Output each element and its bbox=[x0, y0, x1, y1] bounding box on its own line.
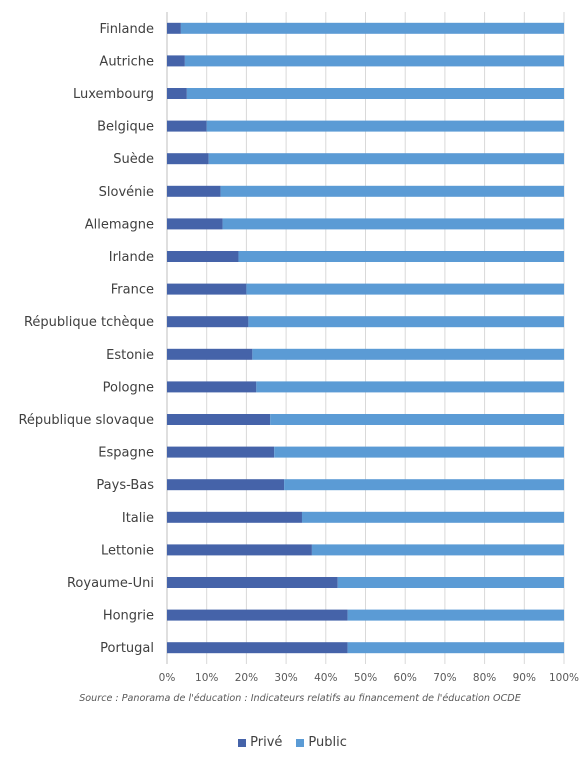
bar-segment-prive bbox=[167, 642, 348, 654]
legend-label-public: Public bbox=[308, 735, 347, 750]
category-label: Pays-Bas bbox=[96, 478, 154, 493]
legend: Privé Public bbox=[0, 735, 585, 750]
category-label: Espagne bbox=[98, 446, 154, 461]
bar-segment-prive bbox=[167, 316, 249, 328]
category-label: Estonie bbox=[106, 348, 154, 363]
legend-swatch-prive bbox=[238, 738, 247, 747]
category-label: Luxembourg bbox=[73, 87, 154, 102]
bar-segment-public bbox=[274, 446, 564, 458]
bar-segment-prive bbox=[167, 88, 187, 99]
bar-segment-public bbox=[180, 22, 564, 34]
bar-segment-public bbox=[347, 609, 564, 621]
category-label: République slovaque bbox=[18, 413, 154, 428]
x-tick-label: 30% bbox=[274, 672, 297, 684]
category-label: Allemagne bbox=[85, 217, 154, 232]
legend-item-public: Public bbox=[296, 735, 347, 750]
bar-segment-prive bbox=[167, 544, 312, 556]
category-label: Irlande bbox=[109, 250, 154, 265]
bar-segment-public bbox=[238, 251, 564, 262]
bar-segment-public bbox=[208, 153, 564, 165]
bar-segment-public bbox=[248, 316, 564, 328]
bar-segment-prive bbox=[167, 251, 239, 262]
bar-segment-prive bbox=[167, 577, 338, 588]
x-tick-label: 20% bbox=[235, 672, 258, 684]
category-label: Pologne bbox=[103, 380, 154, 395]
category-label: Belgique bbox=[97, 120, 154, 135]
bar-segment-public bbox=[186, 88, 564, 99]
bar-segment-prive bbox=[167, 381, 257, 393]
category-label: Lettonie bbox=[101, 543, 154, 558]
bar-segment-public bbox=[222, 218, 564, 230]
category-label: République tchèque bbox=[24, 315, 154, 330]
category-label: Suède bbox=[113, 152, 154, 167]
category-label: Autriche bbox=[99, 54, 154, 69]
bar-segment-public bbox=[184, 55, 565, 67]
category-label: France bbox=[111, 283, 154, 298]
bar-segment-prive bbox=[167, 609, 348, 621]
x-tick-label: 90% bbox=[513, 672, 536, 684]
x-tick-label: 60% bbox=[394, 672, 417, 684]
legend-label-prive: Privé bbox=[250, 735, 283, 750]
bar-segment-public bbox=[256, 381, 564, 393]
bar-segment-public bbox=[301, 511, 564, 523]
category-label: Italie bbox=[122, 511, 154, 526]
bar-segment-public bbox=[311, 544, 564, 556]
bar-segment-prive bbox=[167, 22, 181, 34]
x-tick-label: 70% bbox=[433, 672, 456, 684]
bar-segment-public bbox=[284, 479, 564, 491]
bar-segment-public bbox=[220, 185, 564, 197]
category-label: Royaume-Uni bbox=[67, 576, 154, 591]
bar-segment-public bbox=[337, 577, 564, 588]
x-tick-label: 40% bbox=[314, 672, 337, 684]
bar-segment-prive bbox=[167, 479, 285, 491]
category-label: Finlande bbox=[100, 22, 154, 37]
bar-segment-public bbox=[246, 283, 564, 295]
category-label: Hongrie bbox=[103, 609, 154, 624]
bar-segment-prive bbox=[167, 185, 221, 197]
category-label: Slovénie bbox=[99, 185, 154, 200]
bar-segment-public bbox=[206, 120, 564, 132]
bar-segment-prive bbox=[167, 55, 185, 67]
legend-swatch-public bbox=[296, 738, 305, 747]
bar-segment-prive bbox=[167, 283, 247, 295]
legend-item-prive: Privé bbox=[238, 735, 282, 750]
bar-segment-prive bbox=[167, 446, 275, 458]
bar-segment-prive bbox=[167, 120, 207, 132]
bar-segment-prive bbox=[167, 348, 253, 360]
x-tick-label: 80% bbox=[473, 672, 496, 684]
category-label: Portugal bbox=[100, 641, 154, 656]
x-tick-label: 10% bbox=[195, 672, 218, 684]
x-tick-label: 0% bbox=[159, 672, 176, 684]
x-tick-label: 100% bbox=[549, 672, 579, 684]
bar-segment-public bbox=[270, 414, 564, 425]
bar-segment-public bbox=[252, 348, 565, 360]
bar-segment-public bbox=[347, 642, 564, 654]
bar-segment-prive bbox=[167, 153, 209, 165]
bar-segment-prive bbox=[167, 218, 223, 230]
x-tick-label: 50% bbox=[354, 672, 377, 684]
bar-segment-prive bbox=[167, 414, 271, 425]
bar-segment-prive bbox=[167, 511, 302, 523]
stacked-bar-chart: 0% 10% 20% 30% 40% 50% 60% 70% 80% 90% 100% Finland… bbox=[18, 12, 579, 684]
source-note: Source : Panorama de l'éducation : Indic… bbox=[79, 693, 521, 704]
